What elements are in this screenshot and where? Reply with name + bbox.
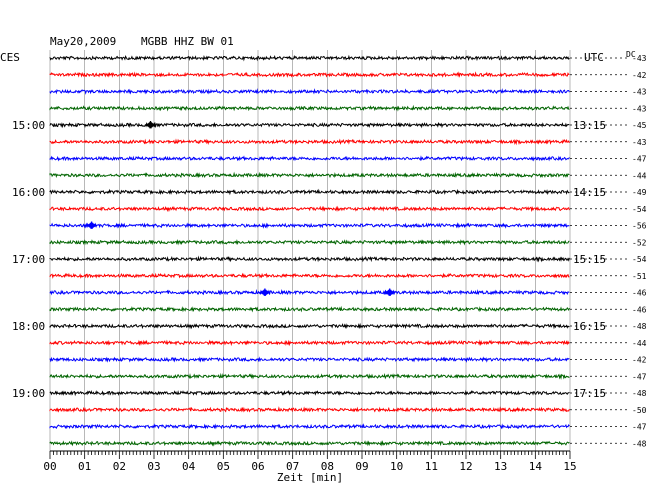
trace-line — [49, 406, 570, 413]
chart-station: MGBB HHZ BW 01 — [141, 35, 234, 48]
x-tick-label: 08 — [321, 460, 334, 473]
x-tick-label: 06 — [251, 460, 264, 473]
trace-line — [49, 423, 570, 430]
x-tick-label: 07 — [286, 460, 299, 473]
x-tick-label: 11 — [425, 460, 438, 473]
x-tick-label: 04 — [182, 460, 196, 473]
dc-offset-label: -43 — [632, 104, 647, 113]
x-tick-label: 12 — [459, 460, 472, 473]
event-burst — [86, 221, 98, 229]
trace-line — [49, 272, 570, 279]
dc-offset-label: -49 — [632, 188, 647, 197]
dc-offset-label: -52 — [632, 238, 647, 247]
trace-line — [49, 239, 570, 246]
dc-offset-label: -42 — [632, 356, 647, 365]
dc-offset-label: -54 — [632, 255, 647, 264]
dc-offset-label: -48 — [632, 439, 647, 448]
chart-labels: May20,2009 MGBB HHZ BW 01 CES UTC DC Zei… — [0, 35, 647, 484]
trace-line — [49, 54, 570, 62]
left-time-label: 17:00 — [12, 253, 45, 266]
trace-line — [49, 372, 570, 380]
trace-line — [49, 155, 570, 162]
trace-line — [49, 305, 570, 313]
dc-offset-label: -48 — [632, 389, 647, 398]
trace-line — [49, 88, 570, 95]
dc-offset-label: -47 — [632, 155, 647, 164]
right-time-label: 17:15 — [573, 387, 606, 400]
dc-offset-label: -43 — [632, 54, 647, 63]
x-tick-label: 09 — [355, 460, 368, 473]
trace-line — [49, 205, 570, 213]
trace-line — [49, 255, 570, 263]
dc-offset-label: -45 — [632, 121, 647, 130]
left-time-label: 19:00 — [12, 387, 45, 400]
trace-line — [49, 188, 570, 196]
dc-offset-label: -48 — [632, 322, 647, 331]
seismic-traces — [49, 54, 570, 447]
x-tick-label: 15 — [563, 460, 576, 473]
x-tick-label: 03 — [147, 460, 160, 473]
trace-line — [49, 104, 570, 112]
left-time-label: 15:00 — [12, 119, 45, 132]
dc-offset-label: -56 — [632, 222, 647, 231]
x-tick-label: 10 — [390, 460, 403, 473]
trace-line — [49, 71, 570, 78]
trace-line — [49, 356, 570, 363]
right-time-label: 13:15 — [573, 119, 606, 132]
dc-offset-label: -47 — [632, 423, 647, 432]
right-time-label: 14:15 — [573, 186, 606, 199]
x-tick-label: 05 — [217, 460, 230, 473]
dc-offset-label: -46 — [632, 289, 647, 298]
left-time-label: 16:00 — [12, 186, 45, 199]
event-burst — [144, 120, 157, 129]
dc-offset-label: -47 — [632, 372, 647, 381]
x-axis-label: Zeit [min] — [277, 471, 343, 484]
left-time-label: 18:00 — [12, 320, 45, 333]
trace-line — [49, 322, 570, 330]
dc-offset-label: -42 — [632, 71, 647, 80]
grid-lines — [49, 50, 571, 451]
right-zone-label: UTC — [584, 51, 604, 64]
trace-line — [49, 222, 570, 229]
dc-offset-label: -44 — [632, 339, 647, 348]
x-tick-label: 00 — [43, 460, 56, 473]
dc-label: DC — [626, 50, 636, 59]
x-axis: 00 01 02 03 04 05 06 07 08 09 10 11 12 13 14 15 — [43, 450, 577, 473]
chart-date: May20,2009 — [50, 35, 116, 48]
trace-line — [49, 121, 570, 129]
event-burst — [384, 288, 396, 296]
right-time-label: 15:15 — [573, 253, 606, 266]
x-tick-label: 02 — [113, 460, 126, 473]
trace-line — [49, 171, 570, 179]
right-time-label: 16:15 — [573, 320, 606, 333]
dc-offset-label: -46 — [632, 305, 647, 314]
left-zone-label: CES — [0, 51, 20, 64]
trace-line — [49, 389, 570, 397]
dc-offset-label: -54 — [632, 205, 647, 214]
trace-line — [49, 138, 570, 146]
x-tick-label: 01 — [78, 460, 91, 473]
x-tick-label: 13 — [494, 460, 507, 473]
dc-offset-label: -44 — [632, 171, 647, 180]
dc-offset-label: -50 — [632, 406, 647, 415]
x-tick-label: 14 — [529, 460, 543, 473]
event-burst — [259, 288, 271, 296]
dc-offset-label: -43 — [632, 88, 647, 97]
trace-line — [49, 440, 570, 447]
dc-offset-label: -51 — [632, 272, 647, 281]
trace-line — [49, 339, 570, 347]
trace-line — [49, 289, 570, 296]
dc-offset-label: -43 — [632, 138, 647, 147]
